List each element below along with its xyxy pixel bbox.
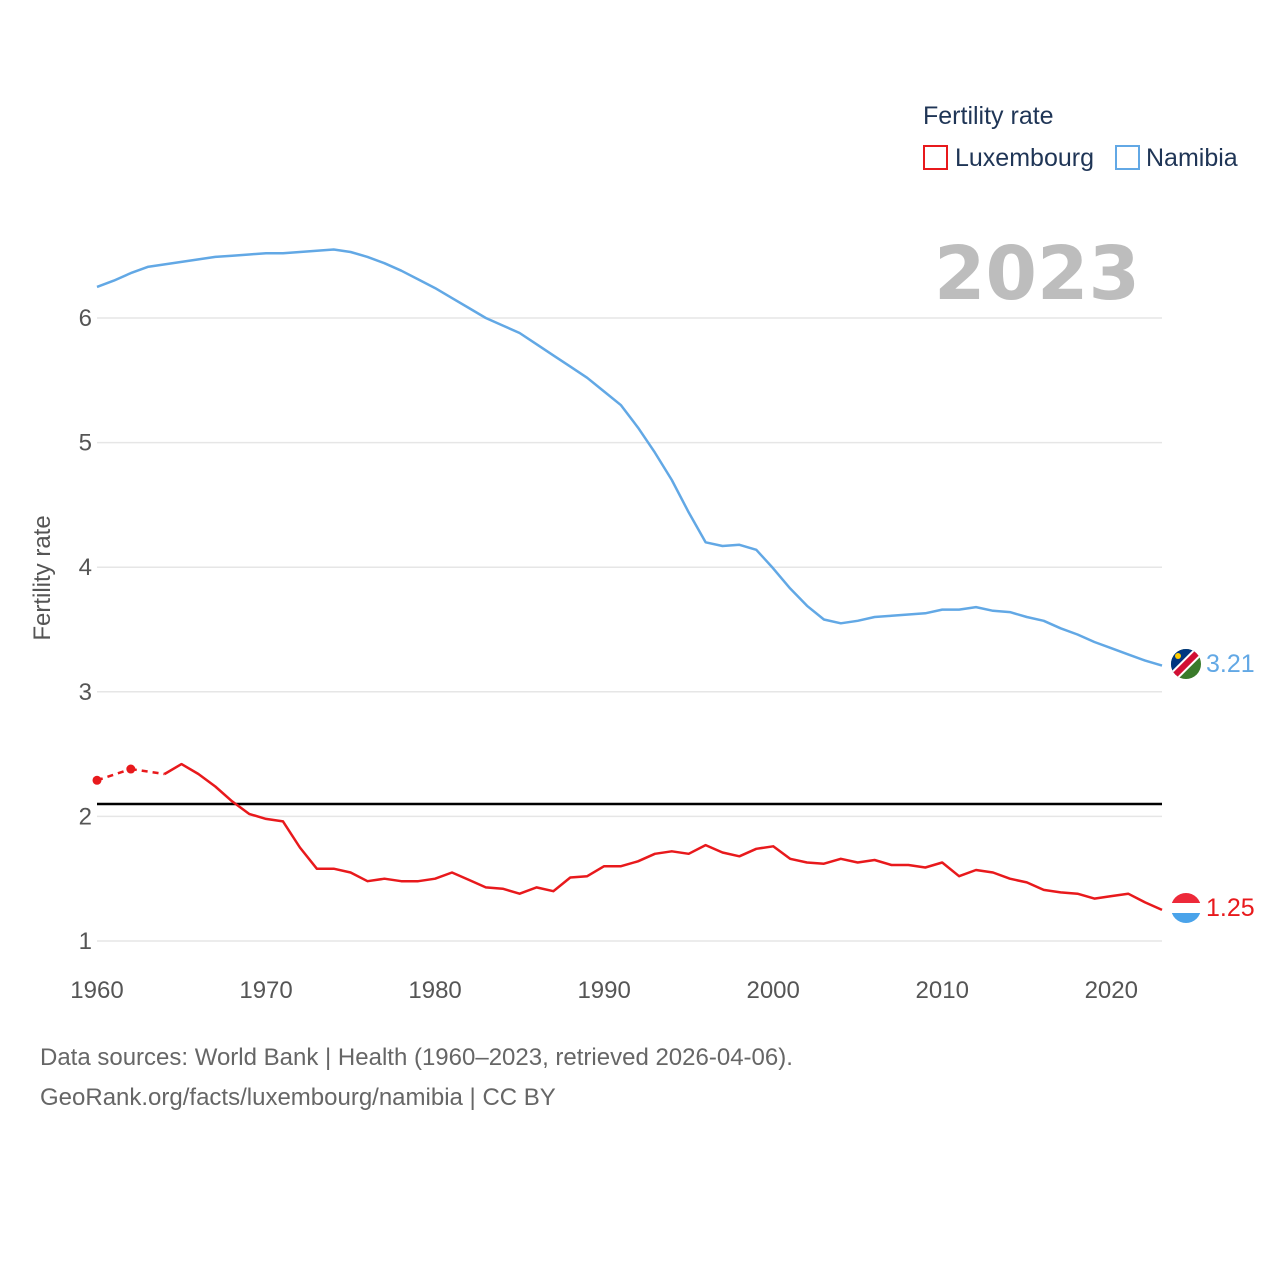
y-axis-ticks: 1 2 3 4 5 6	[79, 305, 92, 955]
x-tick-label-2000: 2000	[746, 977, 799, 1004]
y-tick-label-2: 2	[79, 803, 92, 830]
namibia-end-label: 3.21	[1206, 650, 1255, 678]
legend-swatch-luxembourg	[923, 145, 948, 170]
legend-title: Fertility rate	[923, 102, 1054, 130]
legend-label-luxembourg: Luxembourg	[955, 144, 1094, 172]
x-tick-label-1980: 1980	[408, 977, 461, 1004]
namibia-series-line	[96, 248, 1163, 667]
luxembourg-series-line	[163, 762, 1163, 912]
x-tick-label-1990: 1990	[577, 977, 630, 1004]
luxembourg-flag-icon	[1171, 893, 1201, 923]
luxembourg-dashed-segment-1	[130, 767, 165, 776]
source-line-2: GeoRank.org/facts/luxembourg/namibia | C…	[40, 1084, 556, 1111]
x-tick-label-1960: 1960	[70, 977, 123, 1004]
year-label: 2023	[934, 231, 1140, 317]
luxembourg-point-1960	[92, 775, 102, 785]
legend-item-namibia[interactable]: Namibia	[1115, 144, 1238, 172]
y-tick-label-1: 1	[79, 928, 92, 955]
luxembourg-point-1962	[126, 764, 136, 774]
y-tick-label-6: 6	[79, 305, 92, 332]
legend-swatch-namibia	[1115, 145, 1140, 170]
x-tick-label-1970: 1970	[239, 977, 292, 1004]
y-tick-label-3: 3	[79, 679, 92, 706]
fertility-chart: 1 2 3 4 5 6 1960 1970 1980 1990 2000 2010 2020 Fert…	[29, 102, 1255, 1004]
x-tick-label-2020: 2020	[1085, 977, 1138, 1004]
legend-item-luxembourg[interactable]: Luxembourg	[923, 144, 1094, 172]
x-tick-label-2010: 2010	[916, 977, 969, 1004]
legend-label-namibia: Namibia	[1146, 144, 1238, 172]
legend: Fertility rate Luxembourg Namibia	[923, 102, 1238, 172]
source-line-1: Data sources: World Bank | Health (1960–…	[40, 1044, 793, 1071]
luxembourg-end-label: 1.25	[1206, 894, 1255, 922]
luxembourg-dashed-segment-0	[96, 767, 132, 782]
y-tick-label-5: 5	[79, 430, 92, 457]
namibia-flag-icon	[1171, 649, 1201, 679]
gridlines	[97, 317, 1162, 942]
series-lines	[92, 248, 1163, 912]
y-axis-title: Fertility rate	[29, 515, 56, 640]
y-tick-label-4: 4	[79, 554, 92, 581]
x-axis-ticks: 1960 1970 1980 1990 2000 2010 2020	[70, 977, 1138, 1004]
